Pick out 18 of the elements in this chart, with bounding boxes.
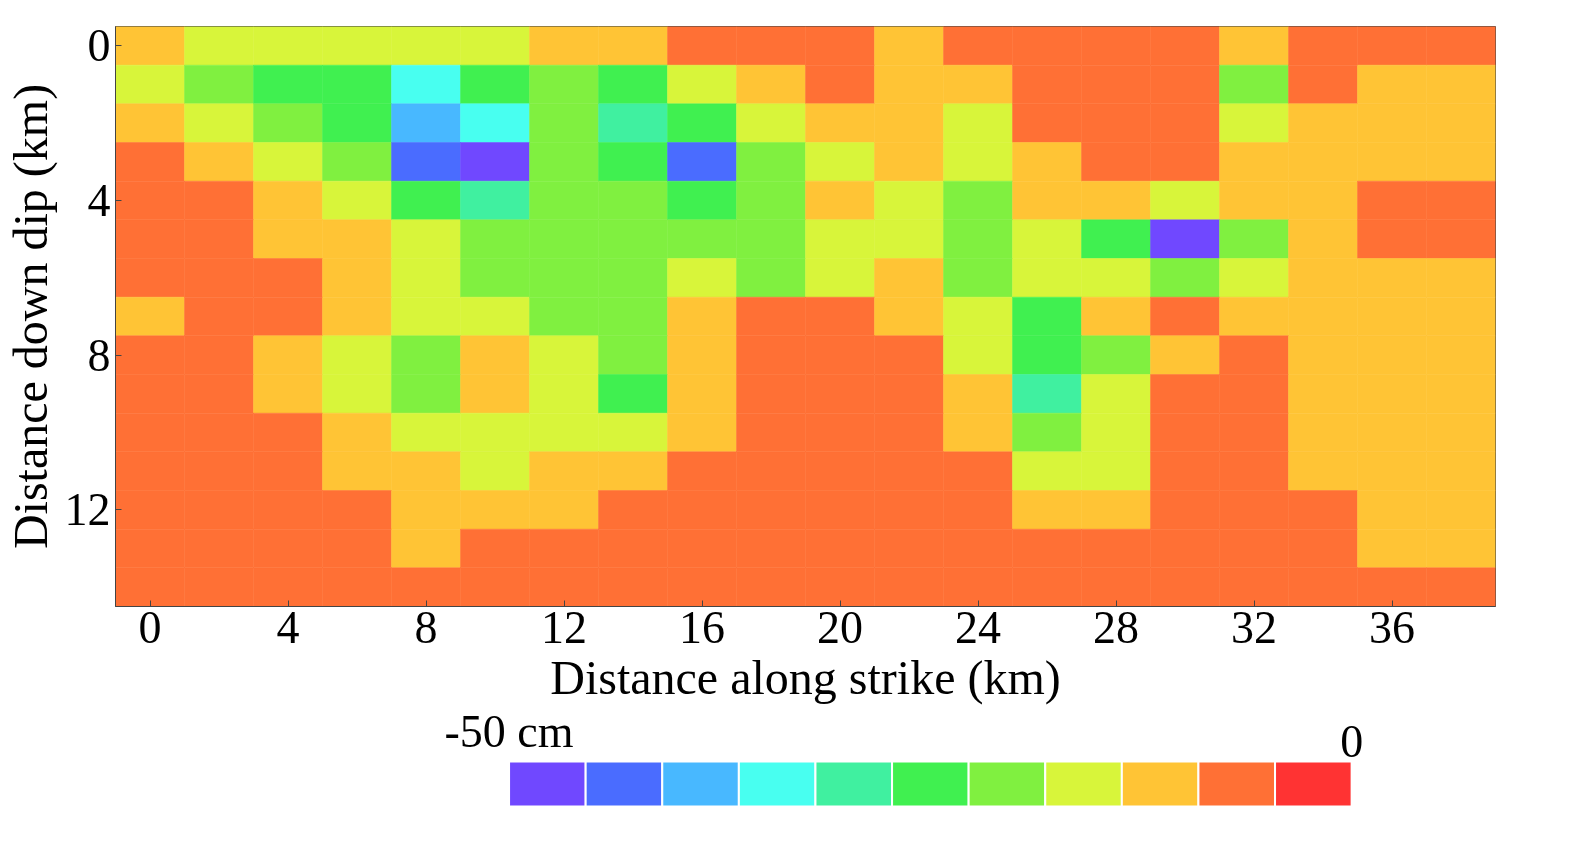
x-tick-label: 16 [679, 601, 725, 653]
x-tick-label: 28 [1093, 601, 1139, 653]
y-tick-label: 0 [87, 20, 111, 72]
y-tick-label: 4 [87, 175, 111, 226]
x-tick-label: 36 [1369, 601, 1415, 653]
x-tick-label: 4 [276, 601, 300, 653]
color-bar-label: -50 cm [444, 705, 574, 757]
x-tick-label: 32 [1231, 601, 1277, 653]
x-tick-label: 24 [955, 601, 1001, 653]
x-tick-label: 0 [138, 601, 162, 653]
y-tick-label: 12 [64, 484, 111, 536]
x-tick-label: 12 [541, 601, 587, 653]
x-axis-title: Distance along strike (km) [550, 650, 1061, 705]
y-axis-title: Distance down dip (km) [3, 83, 58, 550]
color-bar-label: 0 [1340, 715, 1364, 767]
y-tick-label: 8 [87, 329, 111, 381]
x-tick-label: 20 [817, 601, 863, 653]
x-tick-label: 8 [414, 601, 438, 653]
